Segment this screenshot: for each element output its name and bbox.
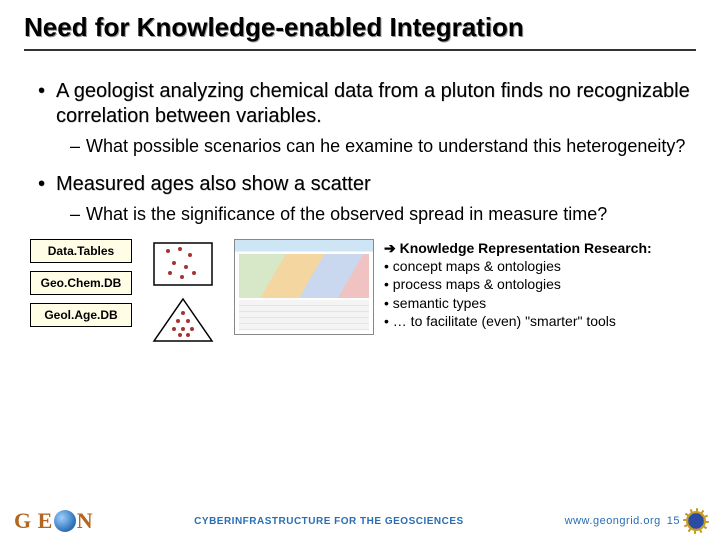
kr-lead-line: ➔ Knowledge Representation Research: <box>384 239 690 257</box>
page-number: 15 <box>667 515 680 527</box>
nsf-logo-icon <box>686 511 706 531</box>
bullet-2a: What is the significance of the observed… <box>70 203 690 226</box>
shapes-column <box>140 239 226 345</box>
kr-lead: Knowledge Representation Research: <box>400 240 652 256</box>
db-age-box: Geol.Age.DB <box>30 303 132 327</box>
screenshot-thumbnail <box>234 239 374 335</box>
logo-text-n: N <box>77 508 93 534</box>
bullet-1: A geologist analyzing chemical data from… <box>38 79 690 129</box>
footer-url: www.geongrid.org <box>565 515 661 527</box>
kr-item-0: • concept maps & ontologies <box>384 257 690 275</box>
footer-right: www.geongrid.org 15 <box>565 511 706 531</box>
slide: Need for Knowledge-enabled Integration A… <box>0 0 720 540</box>
title-rule <box>24 49 696 51</box>
content-area: A geologist analyzing chemical data from… <box>24 73 696 540</box>
logo-text-ge: G E <box>14 508 53 534</box>
footer-center-text: CYBERINFRASTRUCTURE FOR THE GEOSCIENCES <box>194 516 464 527</box>
db-chem-box: Geo.Chem.DB <box>30 271 132 295</box>
db-column: Data.Tables Geo.Chem.DB Geol.Age.DB <box>30 239 132 327</box>
db-tables-box: Data.Tables <box>30 239 132 263</box>
kr-item-3: • … to facilitate (even) "smarter" tools <box>384 312 690 330</box>
bullet-2: Measured ages also show a scatter <box>38 172 690 197</box>
scatter-square-icon <box>150 239 216 289</box>
thumbnail-map-region <box>239 254 369 298</box>
scatter-triangle-icon <box>150 295 216 345</box>
bullet-1a: What possible scenarios can he examine t… <box>70 135 690 158</box>
footer: G E N CYBERINFRASTRUCTURE FOR THE GEOSCI… <box>0 508 720 534</box>
arrow-icon: ➔ <box>384 240 396 256</box>
lower-row: Data.Tables Geo.Chem.DB Geol.Age.DB <box>30 239 690 345</box>
slide-title: Need for Knowledge-enabled Integration <box>24 12 696 43</box>
kr-item-2: • semantic types <box>384 294 690 312</box>
geon-logo: G E N <box>14 508 93 534</box>
kr-item-1: • process maps & ontologies <box>384 275 690 293</box>
globe-icon <box>54 510 76 532</box>
knowledge-rep-block: ➔ Knowledge Representation Research: • c… <box>382 239 690 330</box>
thumbnail-table-region <box>239 300 369 330</box>
